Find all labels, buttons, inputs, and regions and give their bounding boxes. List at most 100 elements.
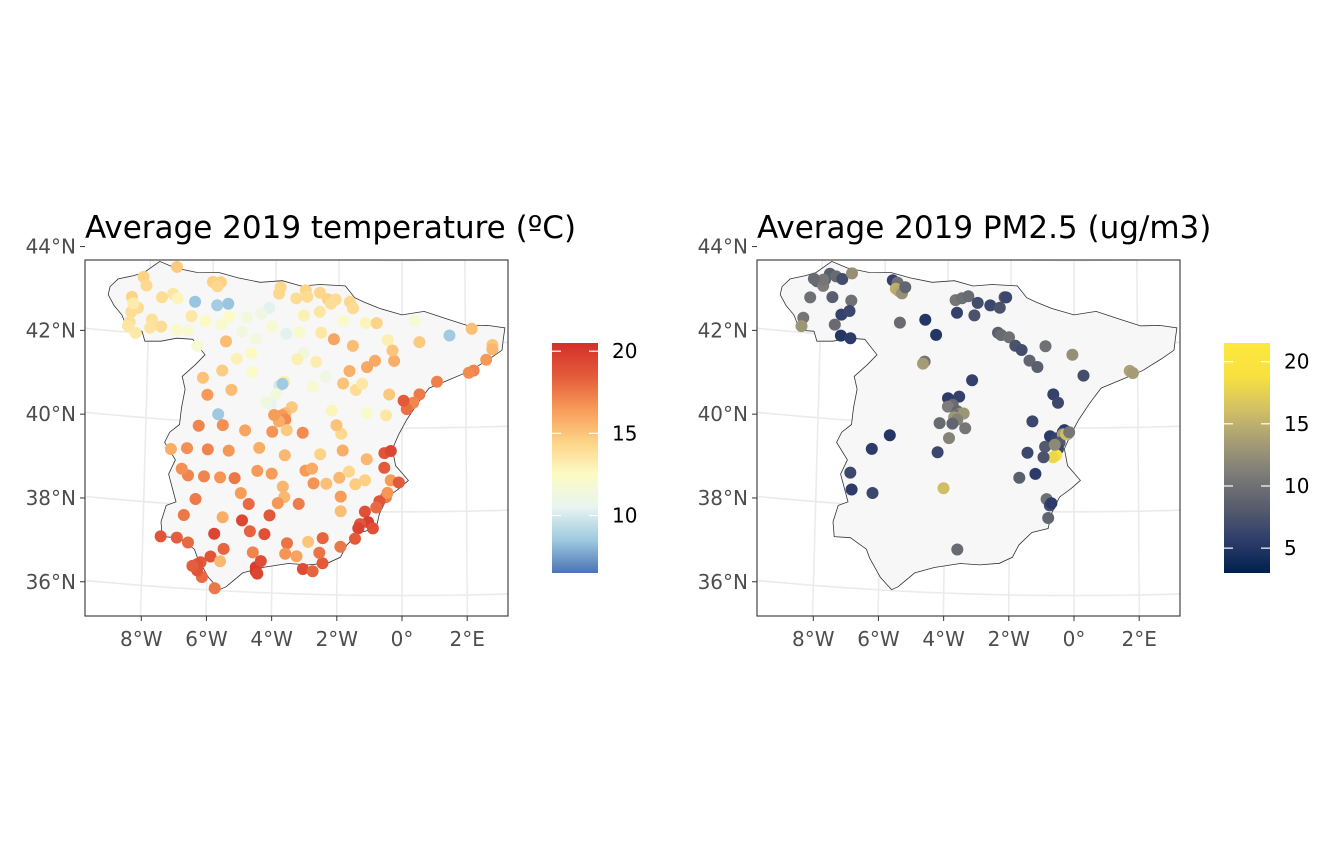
station-point [359,474,371,487]
station-point [941,400,954,413]
station-point [1047,451,1060,464]
station-point [486,343,499,356]
y-tick-label: 40°N [26,402,76,426]
station-point [319,370,332,383]
station-point [230,352,243,365]
station-point [208,527,221,540]
temperature-colorbar: 10 15 20 [552,339,637,573]
station-point [931,446,944,459]
station-point [834,329,847,342]
station-point [352,522,365,535]
station-point [443,329,456,342]
x-tick-label: 2°W [316,627,359,651]
station-point [843,305,856,317]
y-tick-label: 42°N [698,318,748,342]
meridian-gridline [139,260,152,616]
colorbar-gradient [552,343,598,573]
station-point [356,377,369,390]
station-point [127,297,140,310]
station-point [1048,438,1061,451]
station-point [306,565,319,578]
x-tick-label: 6°W [185,627,228,651]
station-point [315,326,328,339]
station-point [334,490,347,503]
station-point [984,299,997,312]
colorbar-tick-label: 10 [612,504,637,528]
station-point [899,281,912,294]
station-point [327,333,340,346]
station-point [333,471,346,484]
parallel-gridline [757,579,1180,597]
station-point [930,328,943,341]
station-point [258,528,271,541]
station-point [347,302,359,315]
station-point [255,307,268,320]
station-point [121,319,134,332]
station-point [243,525,256,538]
station-point [245,347,258,360]
station-point [280,327,293,340]
station-point [1066,348,1079,361]
station-point [170,531,183,544]
station-point [144,321,157,334]
station-point [204,550,217,563]
x-tick-label: 2°E [449,627,484,651]
station-point [383,388,396,401]
station-point [343,365,356,377]
station-point [845,483,858,496]
x-tick-label: 0° [1063,627,1086,651]
station-point [1031,361,1044,373]
station-point [795,320,808,333]
station-point [968,309,981,322]
station-point [280,424,293,437]
station-point [1015,344,1028,356]
station-point [291,353,304,366]
x-tick-label: 8°W [792,627,835,651]
y-tick-label: 36°N [26,570,76,594]
station-point [346,339,359,352]
y-tick-label: 38°N [26,486,76,510]
station-point [360,453,373,466]
station-point [480,353,493,366]
station-point [462,366,475,379]
pm25-map-frame [756,259,1181,617]
station-point [370,317,383,330]
station-point [1021,446,1034,459]
station-point [301,290,314,303]
station-point [314,448,327,461]
station-point [266,425,279,438]
station-point [334,540,347,553]
station-point [313,305,326,318]
station-point [250,332,263,345]
station-point [993,301,1006,314]
station-point [276,377,289,390]
station-point [214,555,227,568]
station-point [196,371,209,384]
station-point [1077,369,1090,382]
station-point [1000,291,1013,304]
station-point [330,419,343,432]
station-point [242,498,255,510]
station-point [199,315,212,328]
station-point [359,317,372,329]
station-point [413,388,426,401]
station-point [270,388,282,401]
station-point [337,377,350,390]
station-point [828,318,841,331]
x-tick-label: 4°W [922,627,965,651]
station-point [1029,467,1042,480]
station-point [307,477,320,490]
station-point [201,388,214,401]
pm25-colorbar: 5 10 15 20 [1224,343,1309,573]
x-tick-label: 0° [391,627,414,651]
station-point [225,383,238,396]
station-point [293,326,306,338]
station-point [171,292,184,305]
station-point [845,294,858,307]
station-point [1042,512,1055,524]
station-point [919,313,932,326]
station-point [228,472,241,485]
station-point [222,444,235,457]
station-point [276,480,289,493]
station-point [380,409,392,422]
